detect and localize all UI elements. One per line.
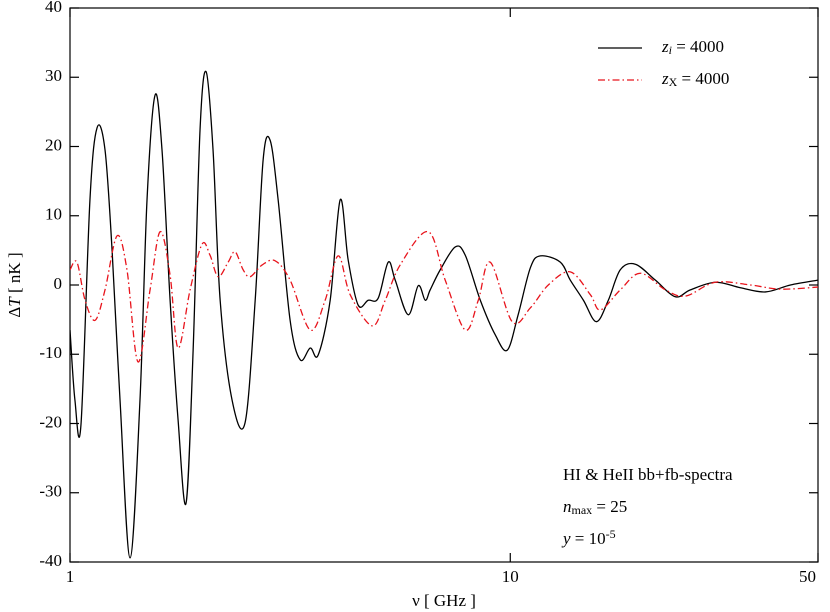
y-tick-label: 30 [45, 66, 62, 85]
y-tick-label: 40 [45, 0, 62, 16]
y-tick-label: 20 [45, 135, 62, 154]
annotation: HI & HeII bb+fb-spectra [563, 465, 733, 484]
series-line [70, 70, 818, 559]
legend-label: zi = 4000 [661, 37, 724, 57]
y-tick-label: -30 [39, 482, 62, 501]
y-tick-label: -20 [39, 412, 62, 431]
x-tick-label: 1 [66, 567, 75, 586]
legend-label: zX = 4000 [661, 69, 729, 89]
x-axis-label: ν [ GHz ] [412, 591, 476, 610]
x-tick-label: 50 [799, 567, 816, 586]
series-line [70, 231, 818, 363]
y-tick-label: -40 [39, 551, 62, 570]
x-tick-label: 10 [502, 567, 519, 586]
y-tick-label: 0 [54, 274, 63, 293]
y-axis-label: ΔT [ nK ] [5, 252, 24, 317]
annotation: nmax = 25 [563, 497, 627, 517]
annotation: y = 10-5 [561, 527, 616, 548]
y-tick-label: 10 [45, 205, 62, 224]
y-tick-label: -10 [39, 343, 62, 362]
